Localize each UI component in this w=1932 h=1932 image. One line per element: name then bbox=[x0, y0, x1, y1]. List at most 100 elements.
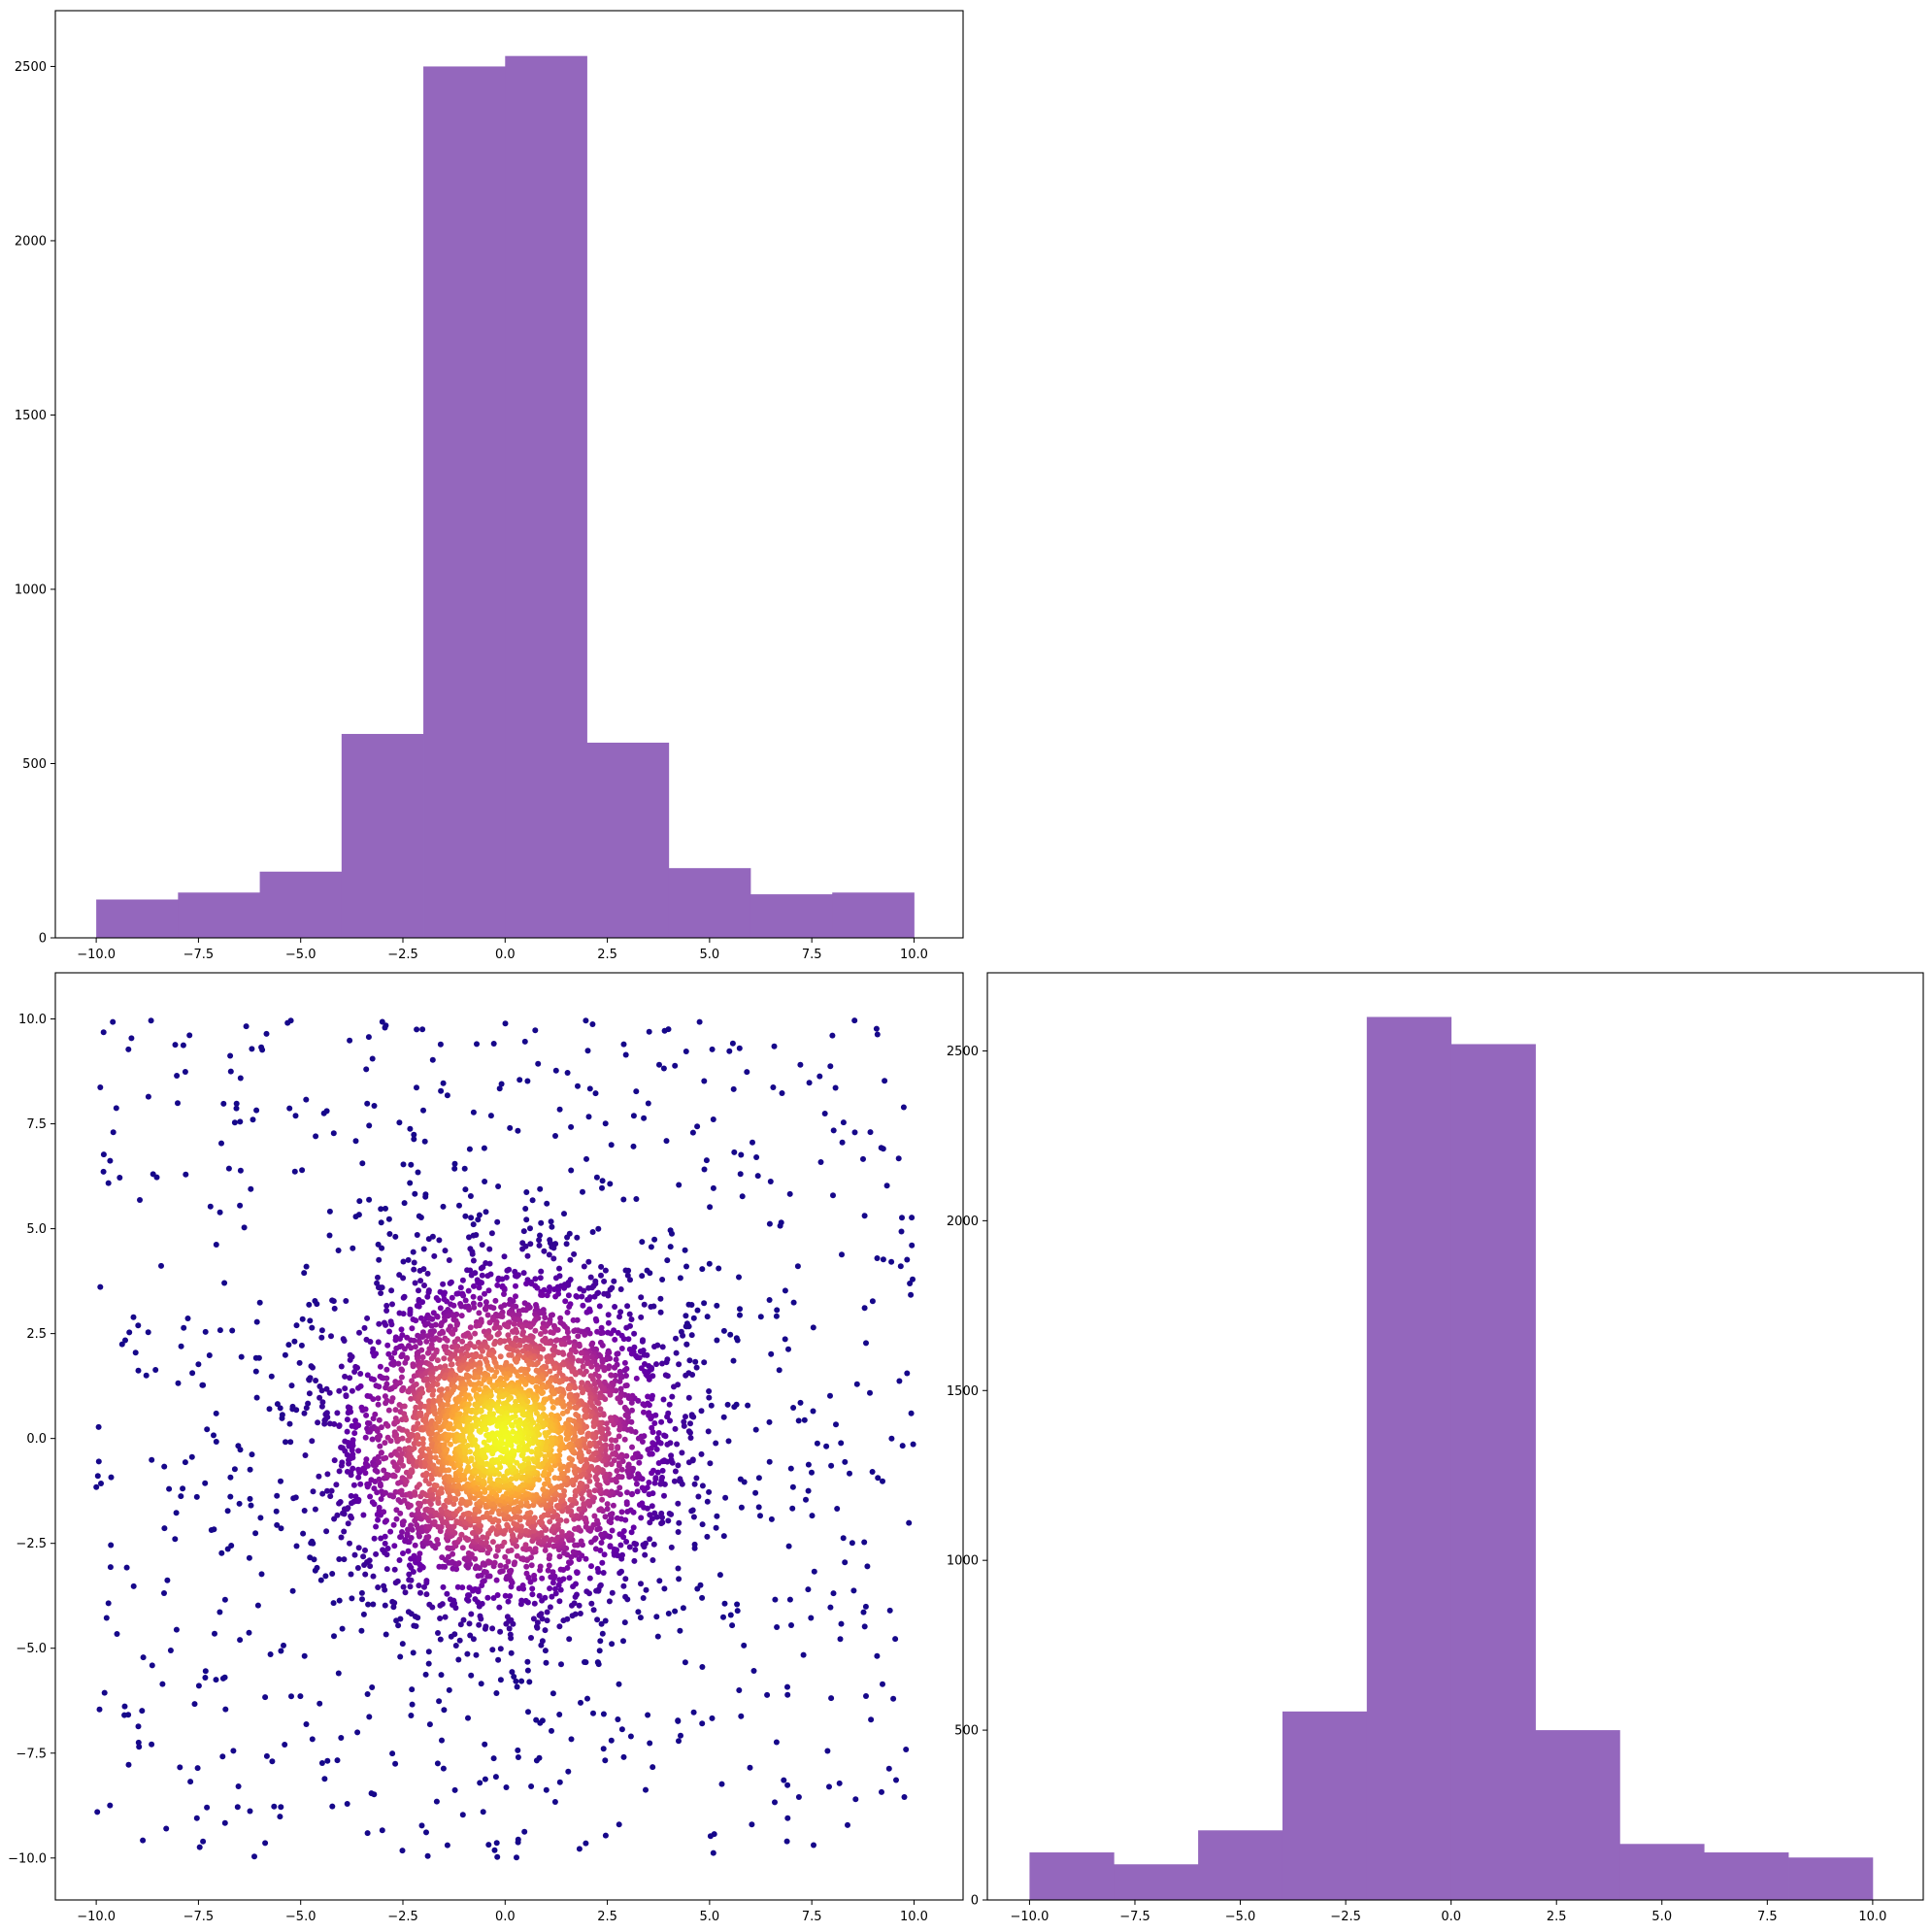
scatter-point bbox=[616, 1460, 622, 1467]
scatter-point bbox=[414, 1084, 419, 1091]
scatter-point bbox=[614, 1515, 620, 1521]
scatter-point bbox=[426, 1721, 433, 1728]
scatter-point bbox=[217, 1209, 223, 1216]
scatter-point bbox=[713, 1440, 719, 1447]
scatter-point bbox=[630, 1454, 637, 1461]
scatter-point bbox=[886, 1607, 893, 1614]
scatter-point bbox=[128, 1035, 135, 1042]
scatter-point bbox=[537, 1563, 544, 1570]
scatter-point bbox=[596, 1303, 603, 1310]
scatter-point bbox=[278, 1525, 284, 1532]
scatter-point bbox=[507, 1124, 514, 1131]
scatter-point bbox=[661, 1481, 668, 1487]
scatter-point bbox=[409, 1467, 416, 1474]
hist-x-ytick-label: 500 bbox=[22, 757, 47, 772]
scatter-point bbox=[561, 1284, 568, 1291]
scatter-point bbox=[518, 1678, 525, 1684]
scatter-point bbox=[898, 1228, 905, 1235]
scatter-point bbox=[582, 1407, 588, 1413]
scatter-point bbox=[514, 1459, 520, 1466]
scatter-point bbox=[647, 1270, 653, 1277]
scatter-point bbox=[599, 1184, 605, 1191]
scatter-point bbox=[659, 1344, 666, 1350]
scatter-point bbox=[202, 1480, 209, 1486]
scatter-point bbox=[336, 1597, 343, 1604]
scatter-point bbox=[335, 1670, 342, 1677]
scatter-point bbox=[421, 1138, 428, 1145]
scatter-point bbox=[538, 1268, 545, 1275]
scatter-point bbox=[357, 1371, 364, 1377]
scatter-point bbox=[550, 1404, 556, 1411]
scatter-point bbox=[407, 1311, 414, 1317]
scatter-point bbox=[584, 1296, 591, 1303]
scatter-point bbox=[598, 1620, 605, 1627]
scatter-point bbox=[618, 1346, 625, 1351]
scatter-point bbox=[507, 1631, 514, 1638]
scatter-point bbox=[195, 1361, 202, 1368]
scatter-point bbox=[736, 1045, 743, 1051]
scatter-point bbox=[350, 1443, 356, 1449]
scatter-point bbox=[534, 1619, 541, 1626]
scatter-point bbox=[417, 1589, 423, 1596]
scatter-point bbox=[850, 1587, 857, 1594]
scatter-point bbox=[639, 1273, 646, 1280]
scatter-point bbox=[480, 1348, 485, 1354]
scatter-point bbox=[319, 1490, 326, 1497]
scatter-point bbox=[617, 1309, 624, 1316]
scatter-point bbox=[383, 1489, 388, 1496]
scatter-point bbox=[611, 1364, 617, 1371]
scatter-point bbox=[615, 1444, 621, 1450]
scatter-point bbox=[508, 1649, 515, 1656]
scatter-point bbox=[121, 1703, 128, 1710]
scatter-point bbox=[547, 1604, 553, 1611]
scatter-point bbox=[624, 1303, 631, 1310]
scatter-point bbox=[583, 1840, 589, 1847]
scatter-point bbox=[880, 1256, 886, 1263]
scatter-point bbox=[666, 1401, 673, 1408]
scatter-point bbox=[237, 1637, 244, 1644]
scatter-point bbox=[608, 1461, 615, 1468]
scatter-point bbox=[784, 1691, 791, 1698]
scatter-point bbox=[467, 1632, 474, 1639]
scatter-point bbox=[601, 1551, 608, 1558]
scatter-point bbox=[466, 1584, 473, 1591]
scatter-point bbox=[607, 1512, 614, 1518]
scatter-point bbox=[521, 1828, 528, 1835]
scatter-point bbox=[701, 1166, 708, 1173]
scatter-point bbox=[465, 1464, 472, 1471]
scatter-point bbox=[388, 1287, 395, 1294]
scatter-point bbox=[436, 1337, 443, 1344]
scatter-point bbox=[305, 1400, 312, 1407]
scatter-point bbox=[228, 1543, 235, 1549]
scatter-point bbox=[271, 1803, 278, 1810]
scatter-point bbox=[357, 1481, 364, 1487]
scatter-point bbox=[649, 1503, 655, 1510]
scatter-point bbox=[513, 1343, 519, 1349]
scatter-point bbox=[570, 1436, 577, 1443]
scatter-point bbox=[217, 1327, 223, 1334]
scatter-point bbox=[549, 1536, 555, 1543]
scatter-point bbox=[412, 1280, 418, 1286]
scatter-point bbox=[110, 1129, 117, 1136]
scatter-point bbox=[373, 1350, 380, 1357]
scatter-point bbox=[454, 1583, 461, 1590]
scatter-point bbox=[573, 1581, 579, 1587]
scatter-point bbox=[371, 1377, 378, 1382]
scatter-point bbox=[498, 1304, 505, 1311]
scatter-point bbox=[318, 1387, 325, 1394]
scatter-point bbox=[497, 1677, 504, 1683]
scatter-point bbox=[569, 1368, 576, 1375]
scatter-point bbox=[125, 1046, 132, 1052]
scatter-point bbox=[622, 1267, 629, 1274]
scatter-point bbox=[377, 1363, 383, 1370]
scatter-point bbox=[630, 1113, 637, 1119]
scatter-point bbox=[411, 1131, 417, 1138]
scatter-point bbox=[334, 1512, 341, 1518]
scatter-point bbox=[665, 1517, 672, 1524]
scatter-point bbox=[477, 1613, 483, 1619]
scatter-point bbox=[323, 1385, 330, 1392]
scatter-point bbox=[770, 1084, 777, 1090]
hist-x-bar bbox=[668, 868, 751, 938]
scatter-point bbox=[526, 1361, 533, 1368]
scatter-point bbox=[714, 1513, 720, 1519]
